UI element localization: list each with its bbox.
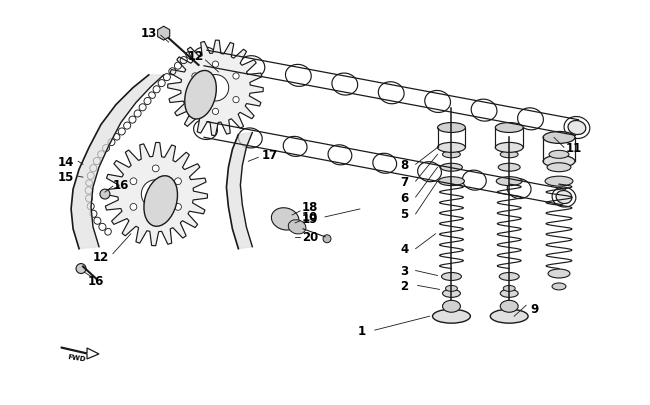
Ellipse shape [547, 163, 571, 172]
Text: 18: 18 [302, 201, 318, 214]
Circle shape [130, 178, 137, 185]
Text: 16: 16 [112, 178, 129, 191]
Polygon shape [71, 76, 164, 249]
Text: 4: 4 [400, 243, 409, 256]
Text: 2: 2 [400, 279, 409, 292]
Ellipse shape [543, 132, 575, 144]
Ellipse shape [549, 151, 569, 159]
Circle shape [233, 97, 239, 104]
Text: 7: 7 [400, 175, 409, 188]
Circle shape [233, 74, 239, 80]
Circle shape [213, 62, 218, 68]
Text: 15: 15 [58, 170, 74, 183]
Ellipse shape [144, 176, 177, 227]
Ellipse shape [495, 123, 523, 133]
Text: 11: 11 [566, 141, 582, 154]
Text: 12: 12 [187, 49, 203, 62]
Polygon shape [158, 27, 170, 41]
Ellipse shape [548, 269, 570, 278]
Ellipse shape [437, 123, 465, 133]
Text: 10: 10 [302, 211, 318, 224]
Ellipse shape [568, 121, 586, 135]
Ellipse shape [503, 286, 515, 292]
Ellipse shape [545, 177, 573, 187]
Ellipse shape [500, 151, 518, 158]
Text: 20: 20 [302, 231, 318, 244]
Ellipse shape [441, 164, 462, 172]
Ellipse shape [441, 273, 461, 281]
Circle shape [100, 190, 110, 200]
Circle shape [202, 75, 229, 102]
Polygon shape [168, 41, 263, 136]
Ellipse shape [543, 156, 575, 168]
Circle shape [141, 180, 170, 209]
Ellipse shape [499, 273, 519, 281]
Ellipse shape [437, 143, 465, 153]
Ellipse shape [499, 164, 520, 172]
Circle shape [192, 97, 198, 104]
Text: 19: 19 [302, 213, 318, 226]
Circle shape [192, 74, 198, 80]
Circle shape [175, 204, 181, 211]
Ellipse shape [432, 309, 471, 323]
Polygon shape [226, 133, 252, 249]
Text: 13: 13 [140, 27, 157, 40]
Circle shape [130, 204, 137, 211]
Text: 9: 9 [530, 302, 538, 315]
Polygon shape [104, 143, 207, 246]
Text: 3: 3 [400, 264, 409, 277]
Ellipse shape [443, 290, 460, 298]
Circle shape [175, 178, 181, 185]
Circle shape [213, 109, 218, 115]
Text: 6: 6 [400, 191, 409, 204]
Text: 5: 5 [400, 208, 409, 221]
Ellipse shape [272, 208, 299, 230]
Ellipse shape [495, 143, 523, 153]
Ellipse shape [490, 309, 528, 323]
Ellipse shape [443, 301, 460, 313]
Text: 8: 8 [400, 158, 409, 171]
Ellipse shape [552, 283, 566, 290]
Text: 17: 17 [262, 149, 278, 162]
Ellipse shape [289, 220, 306, 234]
Ellipse shape [443, 151, 460, 158]
Text: FWD: FWD [68, 353, 86, 361]
Circle shape [323, 235, 331, 243]
Ellipse shape [556, 191, 572, 204]
Text: 14: 14 [58, 156, 74, 168]
Text: 12: 12 [93, 251, 109, 264]
Ellipse shape [445, 286, 458, 292]
Ellipse shape [500, 301, 518, 313]
Ellipse shape [500, 290, 518, 298]
Text: 1: 1 [358, 324, 366, 337]
Text: 16: 16 [88, 274, 104, 287]
Circle shape [76, 264, 86, 274]
Circle shape [152, 217, 159, 224]
Ellipse shape [439, 177, 464, 186]
Ellipse shape [496, 177, 522, 186]
Ellipse shape [185, 71, 216, 120]
Circle shape [152, 166, 159, 173]
